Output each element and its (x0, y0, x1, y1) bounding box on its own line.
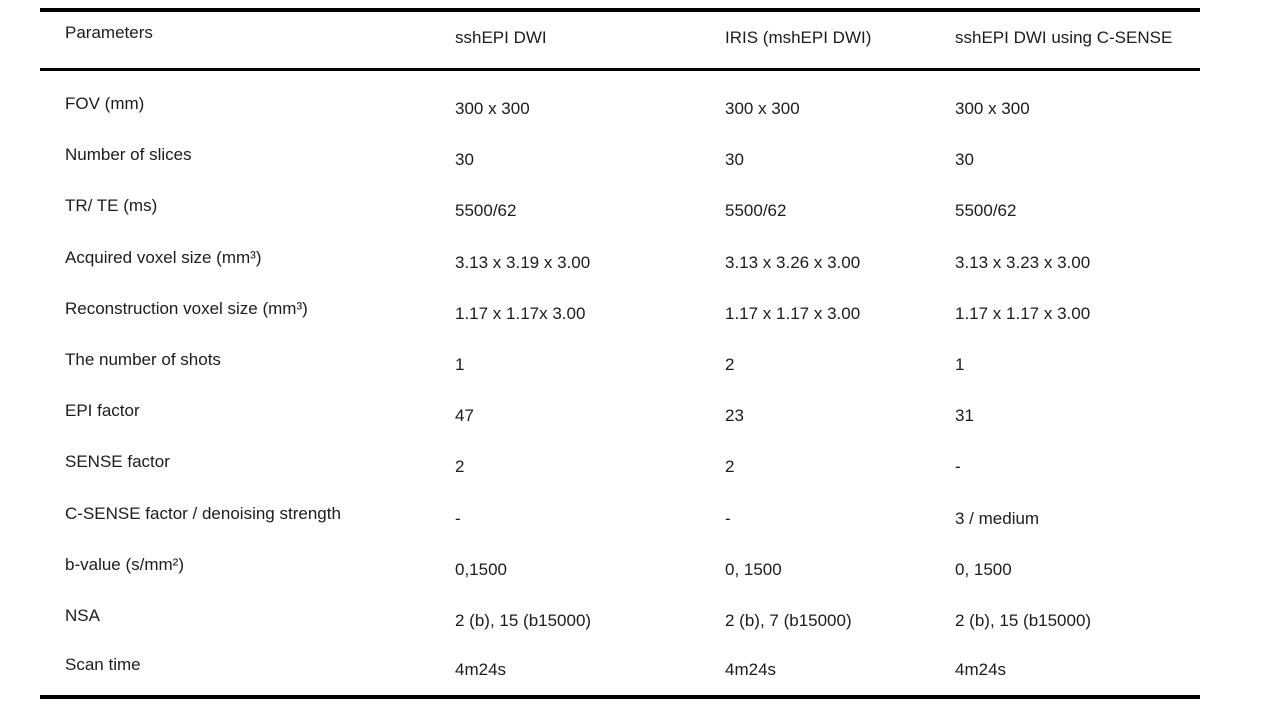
parameter-value: 300 x 300 (455, 99, 530, 118)
parameter-value: 4m24s (725, 660, 777, 680)
parameter-value: 0, 1500 (725, 559, 782, 579)
parameter-value: 3.13 x 3.26 x 3.00 (725, 252, 861, 272)
parameter-value: 1.17 x 1.17 x 3.00 (725, 303, 861, 323)
parameter-value: 2 (455, 457, 465, 477)
table-row: b-value (s/mm²) 0,1500 0, 1500 0, 1500 (40, 544, 1200, 595)
parameter-value: 5500/62 (955, 201, 1017, 221)
parameter-label: EPI factor (65, 401, 140, 421)
column-header-sshepi-dwi: sshEPI DWI (455, 27, 547, 47)
column-header-iris-mshepi-dwi: IRIS (mshEPI DWI) (725, 27, 872, 47)
parameter-value: 0,1500 (455, 559, 507, 579)
table-row: FOV (mm) 300 x 300 300 x 300 300 x 300 (40, 69, 1200, 134)
parameter-value: 30 (725, 150, 744, 170)
parameter-value: 2 (b), 15 (b15000) (455, 610, 592, 630)
column-header-sshepi-dwi-csense: sshEPI DWI using C-SENSE (955, 27, 1173, 47)
parameter-value: 2 (b), 7 (b15000) (725, 610, 852, 630)
parameter-value: - (455, 508, 461, 528)
parameter-value: 30 (955, 150, 974, 170)
table-row: Acquired voxel size (mm³) 3.13 x 3.19 x 3… (40, 236, 1200, 287)
table-row: The number of shots 1 2 1 (40, 339, 1200, 390)
parameter-value: 3.13 x 3.19 x 3.00 (455, 252, 591, 272)
parameter-value: 5500/62 (725, 201, 787, 221)
parameter-value: 0, 1500 (955, 559, 1012, 579)
parameter-value: 1.17 x 1.17 x 3.00 (955, 303, 1091, 323)
parameter-label: Scan time (65, 655, 141, 675)
parameter-value: 1.17 x 1.17x 3.00 (455, 303, 586, 323)
parameter-value: 23 (725, 406, 744, 426)
parameter-label: FOV (mm) (65, 94, 145, 113)
parameter-label: NSA (65, 605, 100, 625)
table-row: Number of slices 30 30 30 (40, 134, 1200, 185)
parameter-value: - (725, 508, 731, 528)
parameter-value: 300 x 300 (955, 99, 1030, 118)
table-row: SENSE factor 2 2 - (40, 441, 1200, 492)
parameter-label: The number of shots (65, 349, 221, 369)
table-row: Scan time 4m24s 4m24s 4m24s (40, 646, 1200, 697)
parameter-value: 47 (455, 406, 474, 426)
table-row: C-SENSE factor / denoising strength - - 3 /… (40, 492, 1200, 543)
parameter-value: 3 / medium (955, 508, 1040, 528)
table-row: NSA 2 (b), 15 (b15000) 2 (b), 7 (b15000) 2 … (40, 595, 1200, 646)
table-header: Parameters sshEPI DWI IRIS (mshEPI DWI) … (40, 10, 1200, 69)
parameter-value: 4m24s (455, 660, 507, 680)
table-row: EPI factor 47 23 31 (40, 390, 1200, 441)
parameter-label: Reconstruction voxel size (mm³) (65, 298, 308, 318)
parameter-value: 30 (455, 150, 474, 170)
parameter-value: 2 (725, 457, 735, 477)
header-row: Parameters sshEPI DWI IRIS (mshEPI DWI) … (40, 10, 1200, 69)
table-row: Reconstruction voxel size (mm³) 1.17 x 1.… (40, 288, 1200, 339)
parameter-label: b-value (s/mm²) (65, 554, 185, 574)
parameter-value: 1 (455, 354, 465, 374)
parameter-value: 31 (955, 406, 974, 426)
parameter-label: C-SENSE factor / denoising strength (65, 503, 341, 523)
parameter-value: 300 x 300 (725, 99, 800, 118)
scan-parameters-table: Parameters sshEPI DWI IRIS (mshEPI DWI) … (40, 8, 1200, 700)
parameter-label: Number of slices (65, 145, 192, 165)
table-body: FOV (mm) 300 x 300 300 x 300 300 x 300 Numbe… (40, 69, 1200, 697)
parameter-value: 4m24s (955, 660, 1007, 680)
column-header-parameters: Parameters (65, 22, 153, 42)
parameter-value: 1 (955, 354, 965, 374)
table-row: TR/ TE (ms) 5500/62 5500/62 5500/62 (40, 185, 1200, 236)
parameter-label: TR/ TE (ms) (65, 196, 158, 216)
parameter-value: - (955, 457, 961, 477)
parameter-label: SENSE factor (65, 452, 170, 472)
parameter-label: Acquired voxel size (mm³) (65, 247, 262, 267)
parameter-value: 2 (725, 354, 735, 374)
parameter-value: 3.13 x 3.23 x 3.00 (955, 252, 1091, 272)
scan-parameters-table-wrap: Parameters sshEPI DWI IRIS (mshEPI DWI) … (40, 8, 1200, 700)
parameter-value: 2 (b), 15 (b15000) (955, 610, 1092, 630)
parameter-value: 5500/62 (455, 201, 517, 221)
